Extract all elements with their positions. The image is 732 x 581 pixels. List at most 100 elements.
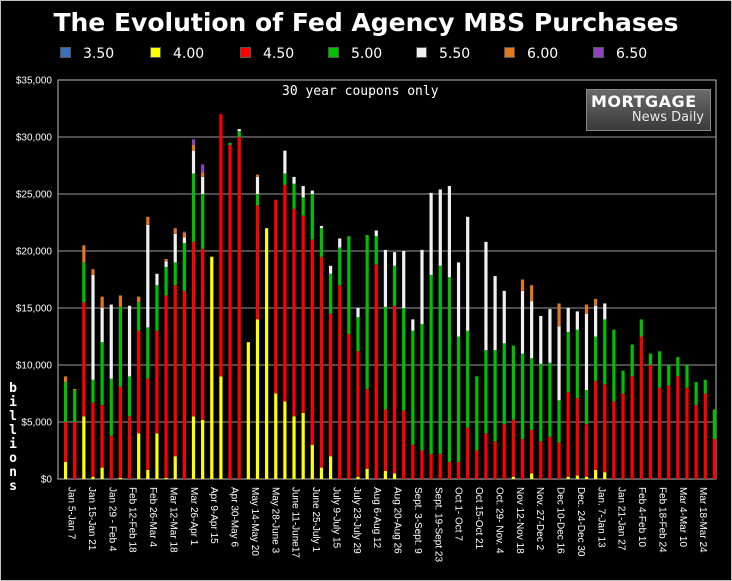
bar-segment-5-00 [365,235,369,389]
bar-segment-5-00 [319,228,324,257]
bar-segment-5-50 [292,176,296,184]
x-tick-label: May 28-June 3 [269,487,280,554]
bar-segment-4-50 [420,450,424,479]
bar-segment-5-50 [420,249,424,324]
bar-segment-5-50 [603,303,607,320]
bar-segment-5-00 [402,308,406,411]
bar-segment-5-00 [356,317,360,352]
bar-segment-4-00 [356,476,360,479]
x-tick-label: July 9-July 15 [330,487,341,549]
bar-segment-6-50 [182,231,186,233]
bar-segment-6-00 [164,258,168,262]
bar-segment-5-00 [146,327,150,379]
bar-segment-5-50 [127,305,132,377]
bar-segment-5-00 [639,319,643,337]
bar-segment-4-50 [182,290,186,479]
bar-segment-4-50 [109,435,113,479]
legend-label: 6.00 [527,46,559,62]
bar-segment-4-50 [91,402,95,477]
x-tick-label: Mar 18-Mar 24 [697,487,708,553]
y-tick-label: $25,000 [16,190,53,201]
bar-segment-5-00 [100,342,104,405]
bar-segment-6-00 [584,304,589,314]
legend-swatch [416,47,427,58]
bar-segment-5-50 [411,319,415,331]
bar-segment-6-00 [173,228,177,234]
bar-segment-5-00 [310,194,314,240]
bar-segment-4-00 [383,471,388,479]
bar-segment-4-00 [274,393,278,479]
bar-segment-4-50 [73,422,77,479]
bar-segment-5-50 [283,150,287,174]
bar-segment-5-00 [557,400,561,443]
bar-segment-4-50 [274,199,278,394]
bar-segment-5-00 [511,345,515,420]
bar-segment-5-00 [594,336,598,381]
bar-segment-4-50 [429,453,433,479]
bar-segment-5-00 [118,306,122,387]
bar-segment-6-00 [73,388,77,391]
bar-segment-5-00 [539,363,543,442]
bar-segment-5-00 [411,330,415,445]
bar-segment-5-50 [493,276,497,351]
bar-segment-4-50 [520,439,525,479]
bar-segment-5-00 [584,390,589,425]
bar-segment-5-00 [548,362,552,437]
x-tick-label: Jan 21-Jan 27 [616,487,627,551]
bar-segment-5-00 [484,350,488,434]
bar-segment-4-00 [210,256,214,479]
bar-segment-5-00 [201,194,205,249]
bar-segment-5-00 [429,274,433,454]
bar-segment-5-50 [182,237,186,244]
bar-segment-4-50 [566,392,570,477]
x-tick-label: June 25-July 1 [310,487,321,552]
bar-segment-5-50 [356,308,360,318]
bar-segment-4-50 [392,305,397,474]
legend-swatch [60,47,71,58]
legend-item-3-50: 3.50 [60,46,114,62]
bar-segment-5-50 [109,304,113,379]
bar-segment-4-50 [219,114,223,377]
bar-segment-5-50 [594,305,598,337]
bar-segment-5-00 [530,358,534,430]
bar-segment-4-00 [191,416,196,479]
bar-segment-4-50 [292,208,296,417]
bar-segment-5-50 [329,265,333,274]
bar-segment-4-50 [712,439,717,479]
bar-segment-5-50 [484,241,488,351]
bar-segment-4-50 [539,441,543,479]
bar-segment-5-50 [100,308,104,343]
y-axis-label-letter: o [9,451,17,466]
bar-segment-5-50 [438,189,442,266]
bar-segment-5-00 [228,142,232,145]
x-tick-label: Oct 1- Oct 7 [453,487,464,541]
bar-segment-4-00 [201,419,205,479]
bar-segment-5-00 [109,378,113,436]
legend-item-4-50: 4.50 [240,46,294,62]
x-tick-label: Jan. 7-Jan 13 [595,487,606,548]
bar-segment-6-00 [118,295,122,307]
bar-segment-4-00 [603,472,607,479]
y-tick-label: $20,000 [16,247,53,258]
bar-segment-5-50 [520,290,525,354]
bar-segment-5-00 [164,266,168,296]
bar-segment-4-00 [155,433,159,479]
bar-segment-5-00 [502,343,506,425]
bar-segment-6-00 [594,298,598,306]
bar-segment-5-50 [530,301,534,359]
bar-segment-4-00 [511,476,515,479]
chart-title: The Evolution of Fed Agency MBS Purchase… [53,8,679,37]
bar-segment-5-00 [630,344,634,377]
bar-segment-6-00 [520,279,525,291]
bar-segment-5-00 [685,365,689,388]
legend-item-6-50: 6.50 [593,46,647,62]
bar-segment-4-50 [301,215,305,413]
bar-segment-4-50 [466,427,470,479]
legend-swatch [240,47,251,58]
bar-segment-5-00 [676,357,680,377]
bar-segment-5-00 [82,262,86,303]
legend-label: 5.00 [351,46,383,62]
bar-segment-4-50 [146,378,150,470]
